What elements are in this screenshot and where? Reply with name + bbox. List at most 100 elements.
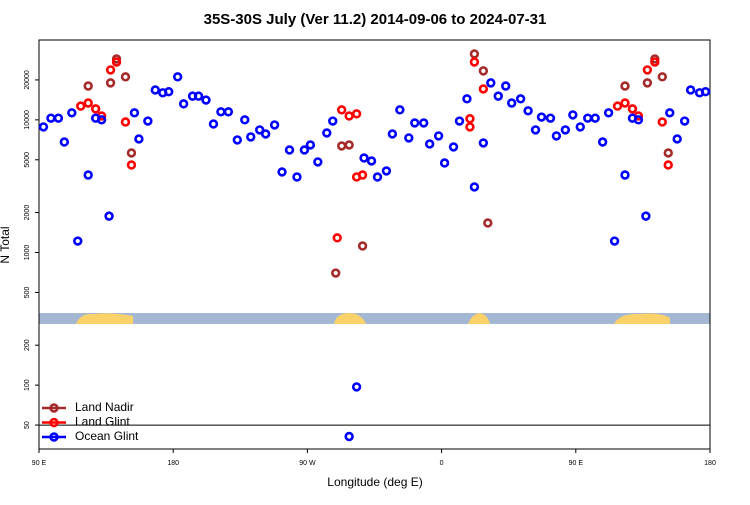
point [246,132,256,142]
point [105,78,116,88]
point [232,135,243,145]
y-tick-label: 10000 [24,110,31,130]
chart-title: 35S-30S July (Ver 11.2) 2014-09-06 to 20… [204,11,547,28]
point [627,104,638,114]
y-tick-label: 20000 [24,70,31,90]
point [620,170,630,180]
point [424,139,435,149]
point [448,142,459,152]
point [38,122,49,132]
point [657,117,667,127]
point [454,116,465,126]
point [357,170,368,180]
point [433,131,444,141]
point [439,158,450,168]
point [672,134,682,144]
y-tick-label: 100 [24,379,31,391]
point [344,431,354,442]
point [83,170,93,180]
point [663,160,673,170]
point [642,78,653,88]
point [609,236,620,246]
point [216,107,226,117]
point [357,241,368,251]
point [336,105,347,115]
point [478,66,489,76]
point [478,84,489,94]
point [612,101,623,111]
point [620,98,630,108]
point [501,81,511,91]
point [493,91,503,101]
point [336,141,347,151]
x-tick-label: 90 E [32,460,47,467]
point [575,122,585,132]
legend-marker [49,417,59,428]
point [126,148,137,158]
x-tick-label: 90 W [299,460,316,467]
y-tick-label: 500 [24,286,31,298]
land-strip [39,313,710,324]
point [96,115,107,125]
point [650,57,660,67]
point [359,153,369,163]
point [277,167,287,177]
point [642,65,653,75]
legend-label: Land Glint [75,415,130,429]
point [560,125,571,135]
point [313,157,323,167]
point [663,148,673,158]
x-tick-label: 180 [704,460,716,467]
point [590,113,600,123]
x-tick-label: 0 [440,460,444,467]
point [657,72,667,82]
point [208,119,219,129]
point [83,81,93,91]
point [254,125,265,135]
point [469,57,480,67]
point [129,108,140,118]
point [172,72,183,82]
x-tick-label: 180 [167,460,179,467]
point [665,108,675,118]
point [462,94,472,104]
point [381,166,392,176]
point [120,72,131,82]
x-axis-label: Longitude (deg E) [327,475,422,489]
point [469,49,480,59]
legend-marker [49,403,59,413]
point [620,81,630,91]
point [223,107,234,117]
point [583,113,593,123]
point [486,78,496,88]
y-tick-label: 200 [24,339,31,351]
point [568,110,578,120]
y-tick-label: 5000 [24,152,31,168]
point [641,211,651,221]
point [150,85,161,95]
point [633,115,644,125]
point [90,104,101,114]
point [395,105,405,115]
point [331,268,341,278]
point [164,87,174,97]
point [105,65,116,75]
point [134,134,144,144]
point [700,87,711,97]
point [387,129,398,139]
y-axis-label: N Total [0,226,12,263]
point [305,140,316,150]
point [545,113,556,123]
point [410,118,420,128]
point [483,218,493,228]
point [53,113,64,123]
y-tick-label: 50 [24,421,31,429]
point [292,172,302,182]
point [111,57,122,67]
point [143,116,153,126]
point [299,145,310,155]
point [73,236,83,246]
point [597,137,608,147]
point [478,138,489,148]
